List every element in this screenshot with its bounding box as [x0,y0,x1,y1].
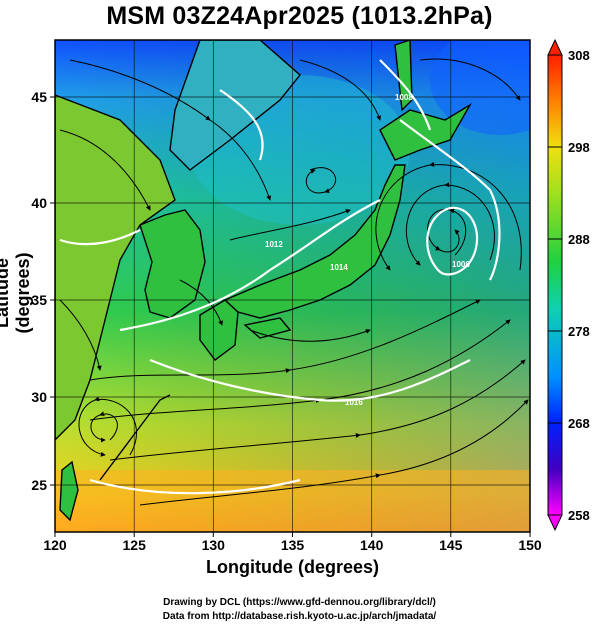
x-tick-label: 120 [43,537,67,553]
map-title: MSM 03Z24Apr2025 (1013.2hPa) [106,2,493,30]
x-tick-labels: 120 125 130 135 140 145 150 [43,537,542,553]
y-ticks [50,96,55,486]
x-axis-label: Longitude (degrees) [205,557,379,577]
colorbar-tick-label: 298 [568,140,590,155]
coastlines [55,40,472,522]
colorbar-top-arrow [547,38,563,56]
isobars [59,59,501,495]
isobar-1012 [119,199,381,332]
colorbar: 308 298 288 278 268 258 [547,38,590,532]
ryukyu [99,394,171,481]
colorbar-bottom-arrow [547,514,563,532]
y-tick-label: 40 [31,195,47,211]
y-tick-label: 25 [31,477,47,493]
colorbar-tick-label: 268 [568,416,590,431]
y-tick-label: 30 [31,389,47,405]
isobar-1008 [399,119,501,281]
isobar-label-1008: 1008 [395,93,413,102]
x-ticks [54,532,531,537]
china-coast [55,94,176,441]
taiwan [59,460,79,522]
colorbar-tick-label: 288 [568,232,590,247]
isobar-label-1006: 1006 [452,260,470,269]
x-tick-label: 130 [202,537,226,553]
isobar-label-1016: 1016 [345,398,363,407]
colorbar-gradient [547,54,563,516]
isobar-1014 [149,358,471,402]
x-tick-label: 140 [360,537,384,553]
x-tick-label: 145 [439,537,463,553]
colorbar-tick-label: 308 [568,48,590,63]
x-tick-label: 125 [123,537,147,553]
isobar-labels: 1006 1008 1012 1014 1016 [265,93,470,407]
isobar-1016 [59,229,141,246]
y-tick-label: 45 [31,89,47,105]
credit-drawing: Drawing by DCL (https://www.gfd-dennou.o… [163,597,436,608]
credit-data: Data from http://database.rish.kyoto-u.a… [162,611,437,622]
y-tick-labels: 45 40 35 30 25 [31,89,47,493]
x-tick-label: 150 [518,537,542,553]
colorbar-tick-label: 258 [568,508,590,523]
colorbar-tick-label: 278 [568,324,590,339]
y-tick-label: 35 [31,292,47,308]
isobar-label-1012: 1012 [265,240,283,249]
wind-streamlines [59,58,529,506]
hokkaido [379,103,472,161]
x-tick-label: 135 [281,537,305,553]
sakhalin [394,40,413,112]
isobar-1006 [426,206,479,276]
isobar-label-1014: 1014 [330,263,348,272]
